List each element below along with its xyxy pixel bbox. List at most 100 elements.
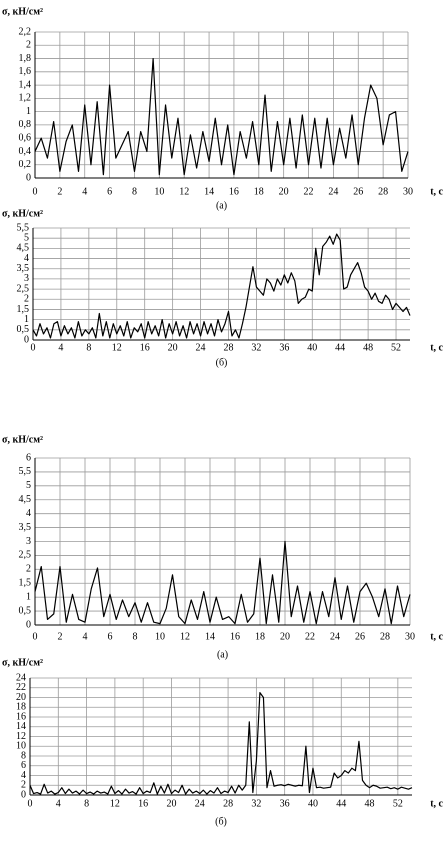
x-tick-label: 20 bbox=[280, 631, 290, 642]
data-line bbox=[34, 57, 409, 176]
x-tick-label: 10 bbox=[155, 631, 165, 642]
x-tick-label: 18 bbox=[255, 631, 265, 642]
data-line bbox=[32, 233, 411, 339]
y-tick-label: 24 bbox=[16, 672, 26, 683]
x-tick-label: 4 bbox=[56, 798, 61, 809]
x-tick-label: 12 bbox=[112, 342, 122, 353]
y-tick-label: 10 bbox=[16, 741, 26, 752]
y-tick-label: 0 bbox=[24, 334, 29, 345]
x-tick-label: 36 bbox=[280, 798, 290, 809]
y-tick-label: 1,2 bbox=[19, 93, 32, 104]
x-axis-label: t, с bbox=[430, 798, 443, 809]
y-tick-label: 20 bbox=[16, 692, 26, 703]
x-tick-label: 44 bbox=[336, 798, 346, 809]
x-tick-label: 14 bbox=[204, 186, 214, 197]
y-tick-label: 3 bbox=[24, 273, 29, 284]
x-tick-label: 40 bbox=[307, 342, 317, 353]
x-tick-label: 2 bbox=[58, 631, 63, 642]
x-tick-label: 16 bbox=[230, 631, 240, 642]
y-tick-label: 2 bbox=[24, 294, 29, 305]
y-axis-label: σ, кН/см² bbox=[2, 6, 43, 17]
x-tick-label: 18 bbox=[254, 186, 264, 197]
y-tick-label: 1,4 bbox=[19, 79, 32, 90]
x-tick-label: 8 bbox=[133, 631, 138, 642]
x-tick-label: 24 bbox=[196, 342, 206, 353]
x-tick-label: 10 bbox=[154, 186, 164, 197]
x-tick-label: 52 bbox=[391, 342, 401, 353]
x-tick-label: 14 bbox=[205, 631, 215, 642]
x-tick-label: 28 bbox=[223, 798, 233, 809]
y-tick-label: 1,8 bbox=[19, 53, 32, 64]
x-tick-label: 48 bbox=[363, 342, 373, 353]
x-tick-label: 40 bbox=[308, 798, 318, 809]
y-tick-label: 6 bbox=[26, 452, 31, 463]
y-tick-label: 4 bbox=[26, 508, 31, 519]
data-line bbox=[29, 692, 413, 795]
caption: (б) bbox=[215, 816, 227, 827]
y-tick-label: 0,5 bbox=[17, 324, 30, 335]
y-tick-label: 2,5 bbox=[19, 550, 32, 561]
y-tick-label: 4,5 bbox=[19, 494, 32, 505]
x-tick-label: 12 bbox=[179, 186, 189, 197]
y-tick-label: 5 bbox=[24, 232, 29, 243]
y-axis-label: σ, кН/см² bbox=[2, 208, 43, 219]
x-tick-label: 24 bbox=[328, 186, 338, 197]
x-tick-label: 48 bbox=[365, 798, 375, 809]
x-tick-label: 8 bbox=[132, 186, 137, 197]
x-axis-label: t, с bbox=[430, 342, 443, 353]
x-tick-label: 20 bbox=[166, 798, 176, 809]
x-tick-label: 16 bbox=[229, 186, 239, 197]
y-tick-label: 0,6 bbox=[19, 132, 32, 143]
x-tick-label: 28 bbox=[380, 631, 390, 642]
x-tick-label: 20 bbox=[168, 342, 178, 353]
y-axis-label: σ, кН/см² bbox=[2, 434, 43, 445]
x-tick-label: 32 bbox=[251, 798, 261, 809]
y-tick-label: 2,5 bbox=[17, 283, 30, 294]
y-tick-label: 1,5 bbox=[17, 304, 30, 315]
x-tick-label: 6 bbox=[108, 631, 113, 642]
y-tick-label: 12 bbox=[16, 731, 26, 742]
y-tick-label: 0,4 bbox=[19, 146, 32, 157]
x-tick-label: 28 bbox=[378, 186, 388, 197]
y-tick-label: 5,5 bbox=[17, 222, 30, 233]
x-tick-label: 16 bbox=[140, 342, 150, 353]
y-tick-label: 0 bbox=[21, 789, 26, 800]
x-tick-label: 44 bbox=[335, 342, 345, 353]
y-tick-label: 0,8 bbox=[19, 119, 32, 130]
x-tick-label: 8 bbox=[84, 798, 89, 809]
y-tick-label: 4 bbox=[21, 770, 26, 781]
x-tick-label: 30 bbox=[405, 631, 415, 642]
y-tick-label: 1 bbox=[24, 314, 29, 325]
y-tick-label: 0,2 bbox=[19, 159, 32, 170]
y-tick-label: 1,5 bbox=[19, 578, 32, 589]
y-tick-label: 1 bbox=[26, 591, 31, 602]
y-tick-label: 2,2 bbox=[19, 26, 32, 37]
y-tick-label: 5,5 bbox=[19, 466, 32, 477]
x-tick-label: 6 bbox=[107, 186, 112, 197]
y-tick-label: 5 bbox=[26, 480, 31, 491]
y-tick-label: 1,6 bbox=[19, 66, 32, 77]
y-tick-label: 22 bbox=[16, 682, 26, 693]
caption: (б) bbox=[216, 357, 228, 368]
x-tick-label: 4 bbox=[82, 186, 87, 197]
x-tick-label: 30 bbox=[403, 186, 413, 197]
y-axis-label: σ, кН/см² bbox=[2, 657, 43, 668]
x-tick-label: 20 bbox=[279, 186, 289, 197]
x-tick-label: 22 bbox=[304, 186, 314, 197]
y-tick-label: 2 bbox=[26, 564, 31, 575]
y-tick-label: 18 bbox=[16, 702, 26, 713]
y-tick-label: 0 bbox=[26, 172, 31, 183]
y-tick-label: 4,5 bbox=[17, 243, 30, 254]
x-tick-label: 36 bbox=[279, 342, 289, 353]
y-tick-label: 8 bbox=[21, 750, 26, 761]
x-tick-label: 16 bbox=[138, 798, 148, 809]
x-tick-label: 4 bbox=[58, 342, 63, 353]
x-axis-label: t, с bbox=[430, 631, 443, 642]
x-tick-label: 0 bbox=[33, 186, 38, 197]
x-tick-label: 12 bbox=[180, 631, 190, 642]
y-tick-label: 2 bbox=[26, 40, 31, 51]
x-tick-label: 12 bbox=[110, 798, 120, 809]
x-tick-label: 22 bbox=[305, 631, 315, 642]
x-axis-label: t, с bbox=[430, 186, 443, 197]
